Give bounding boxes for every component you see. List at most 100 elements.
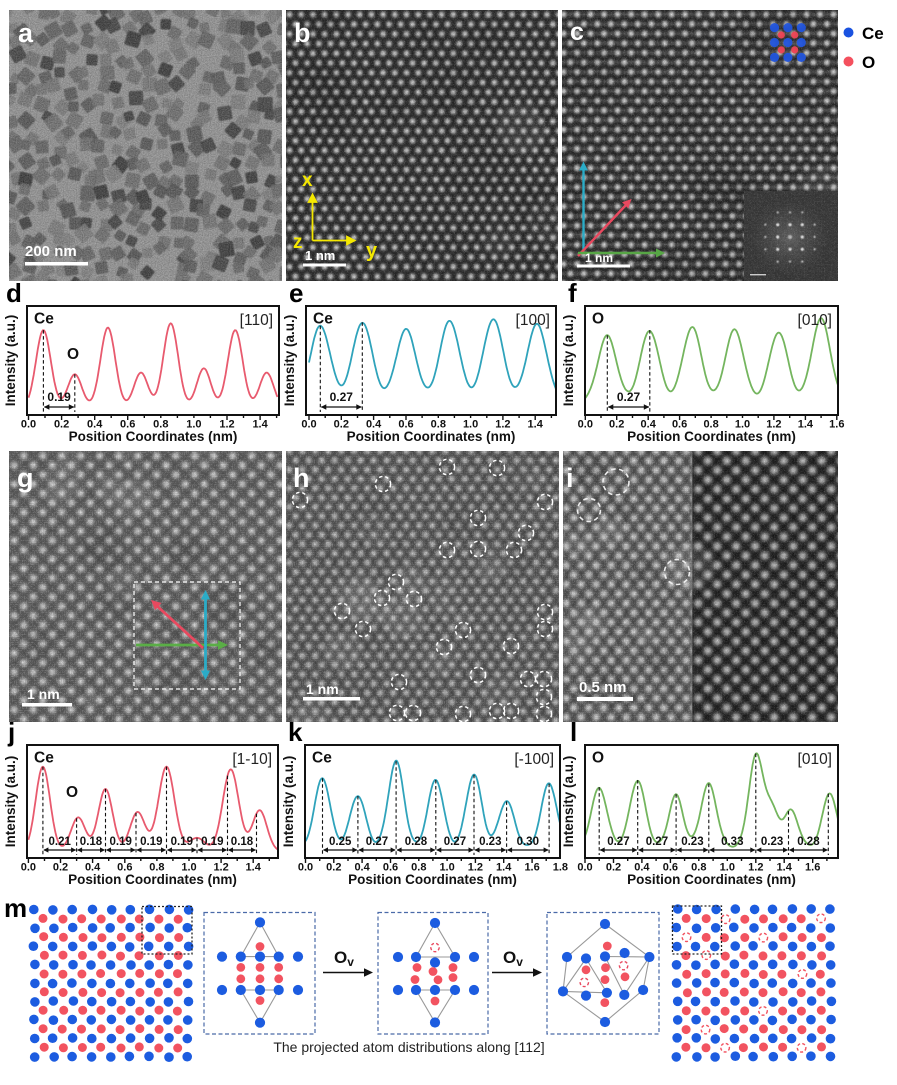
svg-text:0.8: 0.8 <box>153 419 168 431</box>
svg-text:1.6: 1.6 <box>829 419 844 431</box>
svg-text:0.18: 0.18 <box>80 836 103 848</box>
svg-text:Ce: Ce <box>313 311 333 328</box>
svg-text:1.0: 1.0 <box>439 862 454 874</box>
svg-text:1.4: 1.4 <box>528 419 544 431</box>
svg-text:0.27: 0.27 <box>607 836 629 848</box>
svg-text:0.23: 0.23 <box>681 836 703 848</box>
svg-text:O: O <box>862 53 875 72</box>
svg-text:0.2: 0.2 <box>334 419 349 431</box>
svg-text:1.4: 1.4 <box>246 862 262 874</box>
svg-text:0.4: 0.4 <box>354 862 370 874</box>
svg-text:1.4: 1.4 <box>798 419 814 431</box>
svg-text:1.6: 1.6 <box>805 862 820 874</box>
svg-text:1 nm: 1 nm <box>27 686 60 702</box>
svg-text:0.6: 0.6 <box>120 419 135 431</box>
svg-text:0.6: 0.6 <box>383 862 398 874</box>
svg-text:0.6: 0.6 <box>663 862 678 874</box>
svg-text:O: O <box>67 346 79 363</box>
svg-text:e: e <box>289 278 303 308</box>
svg-text:0.27: 0.27 <box>646 836 668 848</box>
svg-text:1.2: 1.2 <box>766 419 781 431</box>
svg-text:O: O <box>66 784 78 801</box>
svg-text:Ce: Ce <box>34 750 54 767</box>
svg-text:0.8: 0.8 <box>411 862 426 874</box>
svg-text:1 nm: 1 nm <box>305 248 335 263</box>
svg-text:0.4: 0.4 <box>634 862 650 874</box>
svg-text:1.0: 1.0 <box>463 419 478 431</box>
svg-text:g: g <box>17 463 34 493</box>
svg-text:0.18: 0.18 <box>231 836 254 848</box>
svg-text:Position Coordinates (nm): Position Coordinates (nm) <box>69 429 238 444</box>
svg-text:0.0: 0.0 <box>21 419 36 431</box>
svg-text:[1-10]: [1-10] <box>232 751 272 768</box>
svg-text:0.2: 0.2 <box>54 419 69 431</box>
svg-text:Intensity (a.u.): Intensity (a.u.) <box>3 756 18 848</box>
svg-text:0.4: 0.4 <box>366 419 382 431</box>
svg-text:O: O <box>592 750 604 767</box>
svg-text:1.4: 1.4 <box>777 862 793 874</box>
svg-text:Position Coordinates (nm): Position Coordinates (nm) <box>348 872 517 887</box>
svg-text:[100]: [100] <box>516 312 550 329</box>
svg-text:1.8: 1.8 <box>553 862 568 874</box>
svg-text:0.19: 0.19 <box>140 836 162 848</box>
svg-text:0.0: 0.0 <box>577 862 592 874</box>
svg-text:0.19: 0.19 <box>47 390 71 404</box>
svg-text:Intensity (a.u.): Intensity (a.u.) <box>3 315 18 407</box>
svg-text:0.6: 0.6 <box>672 419 687 431</box>
svg-text:[010]: [010] <box>798 312 832 329</box>
svg-text:0.4: 0.4 <box>641 419 657 431</box>
svg-text:0.6: 0.6 <box>117 862 132 874</box>
svg-text:0.19: 0.19 <box>201 836 223 848</box>
svg-text:Intensity (a.u.): Intensity (a.u.) <box>281 756 296 848</box>
svg-text:Position Coordinates (nm): Position Coordinates (nm) <box>347 429 516 444</box>
svg-text:0.8: 0.8 <box>149 862 164 874</box>
svg-text:0.23: 0.23 <box>479 836 501 848</box>
svg-text:0.0: 0.0 <box>578 419 593 431</box>
svg-text:c: c <box>570 18 584 46</box>
svg-text:[-100]: [-100] <box>514 751 554 768</box>
svg-text:0.2: 0.2 <box>606 862 621 874</box>
svg-text:Position Coordinates (nm): Position Coordinates (nm) <box>627 429 796 444</box>
svg-text:0.19: 0.19 <box>110 836 132 848</box>
svg-text:1.2: 1.2 <box>468 862 483 874</box>
svg-text:0.2: 0.2 <box>53 862 68 874</box>
svg-text:0.6: 0.6 <box>398 419 413 431</box>
svg-text:0.27: 0.27 <box>366 836 388 848</box>
svg-text:1.6: 1.6 <box>524 862 539 874</box>
svg-text:1.0: 1.0 <box>720 862 735 874</box>
svg-text:0.8: 0.8 <box>431 419 446 431</box>
svg-text:Intensity (a.u.): Intensity (a.u.) <box>561 756 576 848</box>
svg-text:Intensity (a.u.): Intensity (a.u.) <box>561 315 576 407</box>
svg-text:0.27: 0.27 <box>617 390 641 404</box>
svg-text:0.4: 0.4 <box>87 419 103 431</box>
svg-text:[010]: [010] <box>798 751 832 768</box>
svg-text:0.0: 0.0 <box>301 419 316 431</box>
svg-text:i: i <box>566 463 574 493</box>
svg-text:0.33: 0.33 <box>721 836 743 848</box>
svg-text:0.5 nm: 0.5 nm <box>579 679 627 696</box>
svg-text:a: a <box>18 18 34 48</box>
svg-text:0.27: 0.27 <box>444 836 466 848</box>
svg-text:0.25: 0.25 <box>329 836 352 848</box>
svg-text:0.19: 0.19 <box>171 836 193 848</box>
svg-text:200 nm: 200 nm <box>25 243 77 260</box>
svg-text:0.30: 0.30 <box>517 836 539 848</box>
svg-text:y: y <box>366 240 378 262</box>
svg-text:0.28: 0.28 <box>797 836 820 848</box>
svg-text:z: z <box>293 232 303 253</box>
svg-text:1.2: 1.2 <box>219 419 234 431</box>
svg-text:0.2: 0.2 <box>609 419 624 431</box>
svg-text:0.0: 0.0 <box>298 862 313 874</box>
svg-text:0.4: 0.4 <box>85 862 101 874</box>
svg-text:O: O <box>592 311 604 328</box>
svg-text:f: f <box>568 278 577 308</box>
svg-text:1 nm: 1 nm <box>306 681 339 697</box>
svg-text:1.0: 1.0 <box>181 862 196 874</box>
svg-text:Ce: Ce <box>862 24 884 43</box>
svg-text:1.2: 1.2 <box>495 419 510 431</box>
svg-text:1 nm: 1 nm <box>585 251 613 265</box>
svg-text:0.8: 0.8 <box>703 419 718 431</box>
svg-text:Ce: Ce <box>312 750 332 767</box>
svg-text:b: b <box>294 18 311 48</box>
svg-text:1.2: 1.2 <box>748 862 763 874</box>
